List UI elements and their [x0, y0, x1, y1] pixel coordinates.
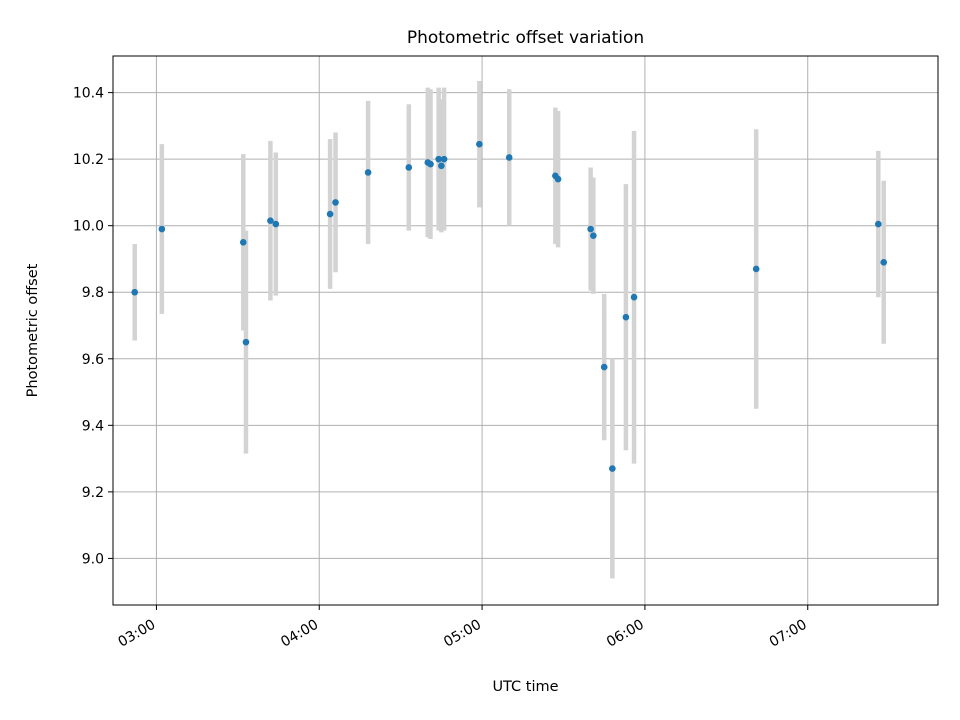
y-tick-label: 9.8 — [82, 285, 104, 301]
data-point — [405, 164, 413, 171]
data-point — [326, 210, 334, 218]
data-point — [554, 175, 562, 183]
data-point — [874, 220, 882, 228]
data-points — [131, 140, 888, 472]
data-point — [476, 140, 483, 148]
data-point — [435, 155, 442, 163]
data-point — [600, 363, 608, 371]
x-axis-label: UTC time — [492, 679, 558, 695]
y-tick-label: 9.0 — [82, 551, 104, 567]
data-point — [622, 313, 630, 321]
data-point — [587, 225, 594, 233]
y-tick-label: 10.0 — [73, 219, 104, 235]
data-point — [630, 293, 638, 301]
grid — [113, 56, 938, 605]
data-point — [427, 160, 434, 168]
data-point — [752, 265, 760, 273]
data-point — [272, 220, 280, 228]
data-point — [131, 288, 139, 296]
data-point — [438, 162, 445, 170]
plot-frame — [112, 55, 939, 606]
data-point — [880, 258, 888, 266]
data-point — [505, 154, 513, 161]
y-tick-label: 9.6 — [82, 352, 104, 368]
chart-title: Photometric offset variation — [407, 28, 644, 48]
y-axis-label: Photometric offset — [25, 263, 41, 397]
y-tick-label: 9.4 — [82, 418, 104, 434]
data-point — [239, 239, 247, 246]
y-tick-label: 9.2 — [82, 485, 104, 501]
data-point — [590, 232, 597, 239]
data-point — [332, 199, 339, 206]
data-point — [242, 338, 250, 346]
y-tick-label: 10.4 — [73, 86, 104, 102]
data-point — [158, 225, 166, 233]
data-point — [440, 155, 448, 163]
data-point — [609, 465, 616, 472]
y-tick-label: 10.2 — [73, 152, 104, 168]
data-point — [267, 217, 274, 224]
data-point — [364, 169, 372, 176]
